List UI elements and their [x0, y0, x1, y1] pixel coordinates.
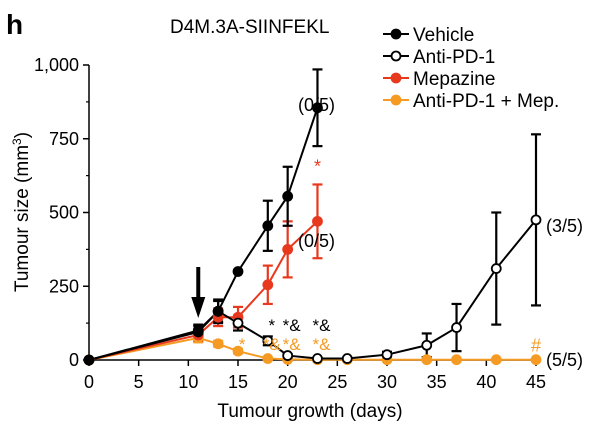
legend-label: Mepazine — [413, 69, 495, 90]
data-point — [212, 338, 224, 350]
significance-black: *& — [312, 316, 331, 335]
data-point — [312, 215, 323, 227]
data-point — [192, 325, 204, 336]
data-point — [282, 190, 294, 202]
legend-label: Vehicle — [413, 25, 474, 46]
significance-orange: * — [239, 335, 246, 354]
data-point — [282, 350, 294, 361]
legend-marker — [390, 28, 402, 40]
end-label: (5/5) — [546, 350, 583, 370]
significance-orange: *& — [283, 335, 302, 354]
data-point — [312, 102, 323, 114]
significance-orange: *& — [312, 335, 331, 354]
y-tick-label: 750 — [49, 129, 79, 149]
data-point — [262, 353, 274, 364]
legend-label: Anti-PD-1 + Mep. — [413, 91, 559, 112]
significance-annotation: * — [314, 156, 321, 176]
plot-area: (0/5)(3/5)(0/5)(5/5)*#***&*&*&*&*& — [83, 68, 583, 370]
data-point — [490, 263, 502, 274]
data-point — [212, 305, 224, 317]
y-tick-label: 500 — [49, 203, 79, 223]
data-point — [421, 354, 433, 366]
data-point — [341, 353, 353, 364]
x-tick-label: 15 — [228, 372, 248, 392]
x-tick-label: 25 — [327, 372, 347, 392]
data-point — [421, 339, 433, 351]
data-point — [381, 349, 393, 361]
legend-marker — [390, 72, 402, 84]
data-point — [490, 354, 502, 366]
y-tick-label: 0 — [69, 350, 79, 370]
data-point — [262, 335, 274, 347]
y-tick-label: 1,000 — [34, 55, 79, 75]
end-label: (3/5) — [546, 216, 583, 236]
x-tick-label: 40 — [476, 372, 496, 392]
x-tick-label: 35 — [427, 372, 447, 392]
data-point — [530, 214, 542, 226]
y-tick-label: 250 — [49, 276, 79, 296]
data-point — [262, 279, 274, 291]
data-point — [232, 345, 244, 357]
significance-black: *& — [283, 316, 302, 335]
x-tick-label: 30 — [377, 372, 397, 392]
y-axis-label: Tumour size (mm3) — [10, 132, 33, 292]
x-tick-label: 0 — [84, 372, 94, 392]
data-point — [312, 353, 323, 364]
data-point — [262, 220, 274, 232]
data-point — [83, 354, 95, 366]
axes: 0 250 500 750 1,000 0 5 10 15 20 25 30 35 40 45 — [34, 55, 546, 392]
x-tick-label: 5 — [134, 372, 144, 392]
chart-title: D4M.3A-SIINFEKL — [170, 17, 329, 38]
legend-marker — [390, 94, 402, 106]
data-point — [451, 354, 462, 366]
data-point — [232, 317, 244, 329]
end-label: (0/5) — [298, 231, 335, 251]
x-axis-label: Tumour growth (days) — [217, 401, 402, 422]
x-tick-label: 45 — [526, 372, 546, 392]
significance-black: * — [268, 316, 275, 335]
legend-marker — [390, 50, 402, 62]
legend-label: Anti-PD-1 — [413, 47, 495, 68]
data-point — [232, 266, 244, 277]
data-point — [282, 243, 294, 255]
data-point — [451, 322, 462, 333]
treatment-arrow-head — [191, 297, 206, 318]
significance-annotation: # — [531, 336, 541, 356]
panel-letter: h — [6, 9, 23, 40]
x-tick-label: 10 — [178, 372, 198, 392]
x-tick-label: 20 — [278, 372, 298, 392]
significance-orange: *& — [263, 335, 282, 354]
end-label: (0/5) — [298, 95, 335, 115]
data-point — [530, 354, 542, 366]
